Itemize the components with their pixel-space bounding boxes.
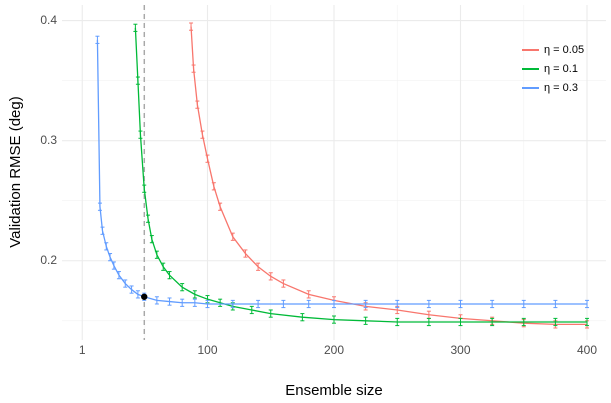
error-bar — [149, 235, 154, 244]
error-bar — [426, 317, 431, 327]
error-bar — [167, 297, 172, 306]
error-bar — [243, 249, 248, 258]
error-bar — [95, 35, 100, 44]
legend-label: η = 0.05 — [544, 44, 584, 56]
error-bar — [490, 299, 495, 309]
legend-label: η = 0.1 — [544, 63, 578, 75]
error-bar — [135, 76, 140, 85]
error-bar — [281, 299, 286, 309]
error-bar — [256, 299, 261, 309]
error-bar — [167, 271, 172, 280]
x-tick-label: 100 — [197, 343, 217, 357]
line — [96, 39, 588, 305]
error-bar — [191, 64, 196, 73]
error-bar — [585, 317, 590, 327]
error-bar — [211, 182, 216, 191]
error-bar — [332, 299, 336, 309]
error-bar — [192, 298, 197, 307]
error-bar — [135, 290, 140, 299]
y-axis-label: Validation RMSE (deg) — [7, 96, 24, 247]
error-bar — [133, 23, 138, 32]
error-bar — [458, 317, 463, 327]
error-bar — [363, 299, 368, 309]
error-bar — [268, 309, 273, 318]
error-bar — [306, 299, 311, 309]
error-bar — [104, 242, 109, 251]
error-bar — [300, 313, 305, 322]
error-bar — [363, 316, 368, 325]
error-bar — [200, 130, 205, 139]
error-bar — [142, 184, 147, 193]
error-bar — [180, 298, 185, 307]
error-bar — [218, 298, 223, 307]
y-tick-label: 0.2 — [40, 253, 57, 267]
error-bar — [108, 253, 113, 262]
line — [190, 26, 588, 326]
error-bar — [100, 226, 105, 235]
marker-point — [141, 293, 148, 300]
legend-label: η = 0.3 — [544, 82, 578, 94]
y-tick-label: 0.3 — [40, 133, 57, 147]
error-bar — [97, 202, 102, 211]
error-bar — [195, 100, 200, 109]
error-bar — [553, 317, 558, 327]
x-tick-label: 1 — [79, 343, 86, 357]
error-bar — [180, 283, 185, 292]
x-tick-label: 200 — [324, 343, 344, 357]
error-bar — [332, 315, 336, 324]
error-bar — [306, 290, 311, 299]
error-bar — [116, 271, 121, 280]
error-bar — [395, 299, 400, 309]
error-bar — [458, 299, 463, 309]
error-bar — [129, 285, 134, 294]
error-bar — [218, 202, 223, 211]
line — [134, 27, 588, 323]
error-bar — [146, 214, 151, 223]
error-bar — [268, 272, 273, 281]
error-bar — [230, 299, 235, 309]
error-bar — [192, 290, 197, 299]
error-bar — [521, 317, 526, 327]
error-bar — [585, 299, 590, 309]
error-bar — [154, 296, 159, 305]
error-bar — [111, 261, 116, 270]
error-bar — [521, 299, 526, 309]
x-axis-label: Ensemble size — [285, 382, 383, 399]
error-bar — [138, 130, 143, 139]
error-bar — [205, 299, 210, 309]
error-bar — [230, 232, 235, 241]
error-bar — [490, 317, 495, 327]
error-bar — [281, 279, 286, 288]
error-bar — [189, 22, 194, 31]
error-bar — [249, 305, 254, 315]
error-bar — [205, 154, 210, 163]
error-bar — [553, 299, 558, 309]
y-tick-label: 0.4 — [40, 13, 57, 27]
error-bar — [154, 250, 159, 259]
error-bar — [395, 317, 400, 327]
x-tick-label: 400 — [577, 343, 597, 357]
error-bar — [161, 262, 166, 271]
error-bar — [426, 299, 431, 309]
error-bar — [123, 279, 128, 288]
error-bar — [256, 262, 261, 271]
x-tick-label: 300 — [450, 343, 470, 357]
